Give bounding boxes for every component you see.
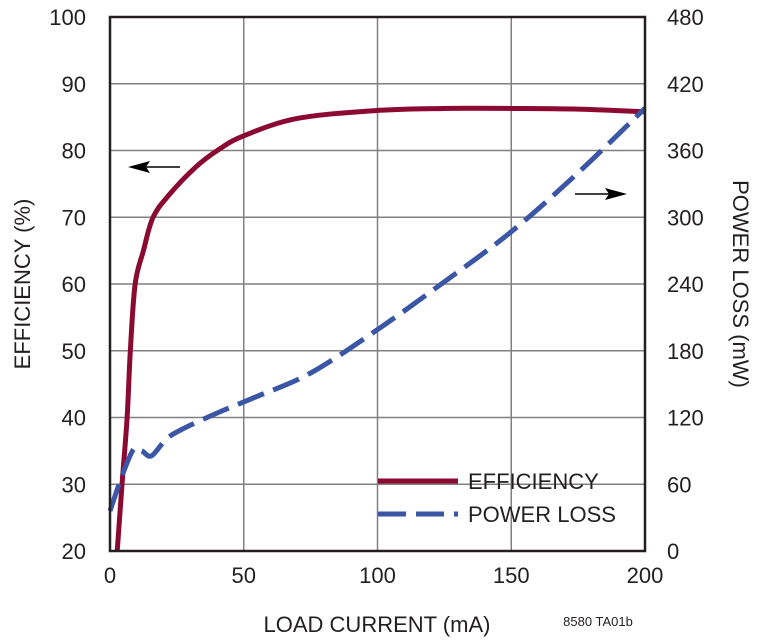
y2-tick-label: 240 bbox=[667, 272, 704, 297]
y2-tick-label: 480 bbox=[667, 5, 704, 30]
x-axis-label: LOAD CURRENT (mA) bbox=[264, 612, 491, 637]
y-tick-label: 90 bbox=[62, 72, 86, 97]
y-tick-label: 60 bbox=[62, 272, 86, 297]
series-line-power-loss bbox=[107, 106, 647, 512]
y2-tick-label: 360 bbox=[667, 139, 704, 164]
y-tick-label: 80 bbox=[62, 139, 86, 164]
footnote: 8580 TA01b bbox=[563, 614, 633, 629]
y-tick-label: 20 bbox=[62, 539, 86, 564]
plot-frame bbox=[108, 15, 647, 553]
left-arrow-annotation bbox=[128, 161, 180, 173]
legend-label-efficiency: EFFICIENCY bbox=[468, 469, 599, 494]
y2-axis-label: POWER LOSS (mW) bbox=[728, 180, 753, 388]
y2-tick-label: 0 bbox=[667, 539, 679, 564]
y-tick-label: 30 bbox=[62, 472, 86, 497]
x-tick-label: 200 bbox=[627, 563, 664, 588]
series-line-efficiency bbox=[114, 105, 646, 552]
y-tick-label: 50 bbox=[62, 339, 86, 364]
y-axis-label: EFFICIENCY (%) bbox=[10, 199, 35, 370]
legend-label-power-loss: POWER LOSS bbox=[468, 502, 616, 527]
legend: EFFICIENCY POWER LOSS bbox=[378, 469, 616, 527]
x-tick-label: 150 bbox=[493, 563, 530, 588]
y-tick-label: 100 bbox=[49, 5, 86, 30]
y-tick-label: 40 bbox=[62, 406, 86, 431]
y2-tick-label: 60 bbox=[667, 472, 691, 497]
x-tick-label: 0 bbox=[104, 563, 116, 588]
x-tick-label: 100 bbox=[359, 563, 396, 588]
right-arrow-annotation bbox=[575, 188, 627, 200]
x-tick-label: 50 bbox=[232, 563, 256, 588]
y2-tick-label: 300 bbox=[667, 205, 704, 230]
y2-tick-label: 180 bbox=[667, 339, 704, 364]
y2-tick-label: 420 bbox=[667, 72, 704, 97]
y2-tick-label: 120 bbox=[667, 406, 704, 431]
y-tick-label: 70 bbox=[62, 205, 86, 230]
series-layer bbox=[107, 105, 647, 552]
